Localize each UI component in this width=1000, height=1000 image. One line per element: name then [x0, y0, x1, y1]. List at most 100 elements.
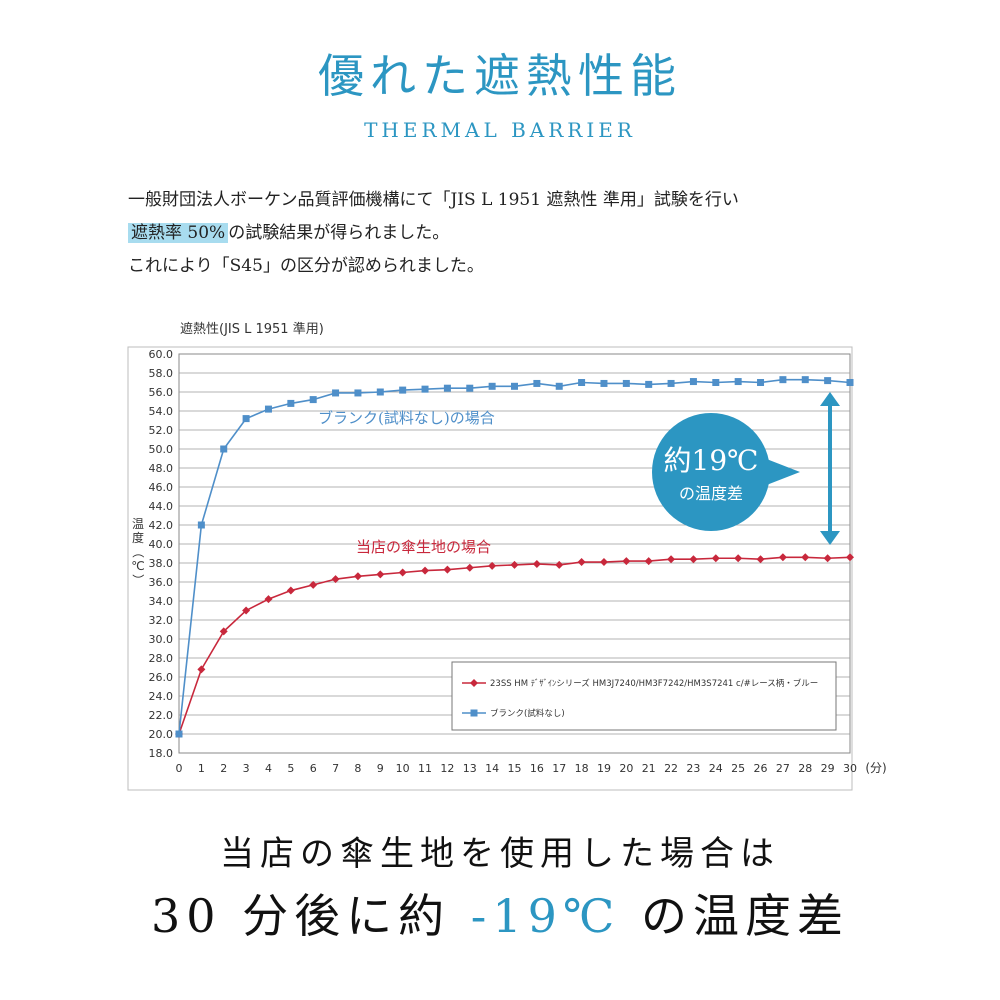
x-tick-label: 30 — [843, 762, 857, 775]
description-line-2-rest: の試験結果が得られました。 — [228, 223, 450, 243]
x-tick-label: 6 — [310, 762, 317, 775]
x-tick-label: 26 — [754, 762, 768, 775]
x-tick-label: 12 — [440, 762, 454, 775]
data-point — [399, 386, 407, 394]
y-tick-label: 22.0 — [149, 709, 174, 722]
difference-arrow-head-top — [820, 392, 840, 406]
annotation-blank: ブランク(試料なし)の場合 — [318, 409, 495, 427]
data-point — [823, 554, 832, 563]
page-subtitle: THERMAL BARRIER — [364, 118, 636, 142]
x-tick-label: 4 — [265, 762, 272, 775]
x-tick-label: 7 — [332, 762, 339, 775]
data-point — [286, 586, 295, 595]
chart-title: 遮熱性(JIS L 1951 準用) — [180, 322, 324, 337]
x-tick-label: 1 — [198, 762, 205, 775]
annotation-ours: 当店の傘生地の場合 — [356, 538, 491, 556]
data-point — [376, 570, 385, 579]
data-point — [264, 405, 272, 413]
data-point — [510, 560, 519, 569]
data-point — [197, 521, 205, 529]
page-title: 優れた遮熱性能 — [318, 49, 682, 103]
difference-arrow-head-bottom — [820, 531, 840, 545]
x-tick-label: 8 — [354, 762, 361, 775]
data-point — [846, 553, 854, 562]
x-unit-label: (分) — [865, 761, 886, 775]
y-tick-label: 56.0 — [149, 386, 174, 399]
data-point — [645, 380, 653, 388]
data-point — [287, 399, 295, 407]
data-point — [220, 445, 228, 453]
y-axis-label-char: ） — [131, 574, 145, 586]
x-tick-label: 19 — [597, 762, 611, 775]
legend-marker — [470, 679, 478, 687]
y-tick-label: 58.0 — [149, 367, 174, 380]
x-tick-label: 15 — [508, 762, 522, 775]
data-point — [466, 384, 474, 392]
data-point — [711, 554, 720, 563]
y-tick-label: 30.0 — [149, 633, 174, 646]
y-tick-label: 20.0 — [149, 728, 174, 741]
x-tick-label: 14 — [485, 762, 499, 775]
y-tick-label: 26.0 — [149, 671, 174, 684]
data-point — [309, 580, 318, 589]
data-point — [532, 559, 541, 568]
data-point — [242, 606, 251, 615]
conclusion-part-b: の温度差 — [620, 889, 849, 943]
y-tick-label: 42.0 — [149, 519, 174, 532]
x-tick-label: 9 — [377, 762, 384, 775]
data-point — [667, 555, 676, 564]
x-tick-label: 16 — [530, 762, 544, 775]
data-point — [599, 558, 608, 567]
y-tick-label: 38.0 — [149, 557, 174, 570]
data-point — [756, 555, 765, 564]
x-tick-label: 0 — [176, 762, 183, 775]
data-point — [846, 379, 854, 386]
conclusion-accent: -19℃ — [470, 889, 621, 943]
data-point — [555, 560, 564, 569]
data-point — [353, 572, 362, 581]
y-tick-label: 34.0 — [149, 595, 174, 608]
badge-circle — [652, 413, 770, 531]
data-point — [712, 379, 720, 386]
x-tick-label: 29 — [821, 762, 835, 775]
x-tick-label: 24 — [709, 762, 723, 775]
data-point — [421, 385, 429, 393]
y-axis-label-char: 度 — [132, 530, 144, 545]
x-tick-label: 25 — [731, 762, 745, 775]
data-point — [757, 379, 765, 386]
description-line-2: 遮熱率 50% の試験結果が得られました。 — [128, 217, 888, 250]
y-axis-label-char: 温 — [132, 517, 144, 531]
data-point — [332, 389, 340, 397]
chart-frame — [127, 346, 853, 791]
y-axis-label-char: ℃ — [131, 559, 144, 573]
data-point — [219, 627, 228, 636]
data-point — [511, 382, 518, 390]
y-tick-label: 28.0 — [149, 652, 174, 665]
data-point — [175, 730, 183, 738]
data-point — [778, 553, 787, 562]
data-point — [309, 396, 317, 404]
y-tick-label: 46.0 — [149, 481, 174, 494]
y-tick-label: 52.0 — [149, 424, 174, 437]
y-tick-label: 44.0 — [149, 500, 174, 513]
data-point — [667, 379, 675, 387]
y-tick-label: 18.0 — [149, 747, 174, 760]
data-point — [421, 566, 430, 575]
y-tick-label: 54.0 — [149, 405, 174, 418]
data-point — [734, 554, 743, 563]
y-tick-label: 36.0 — [149, 576, 174, 589]
legend-label: ブランク(試料なし) — [490, 708, 565, 719]
data-point — [443, 384, 451, 392]
data-point — [622, 557, 631, 566]
legend-label: 23SS HM ﾃﾞｻﾞｲﾝシリーズ HM3J7240/HM3F7242/HM3… — [490, 678, 818, 689]
data-point — [488, 561, 497, 570]
highlight-rate: 遮熱率 50% — [128, 223, 229, 243]
data-point — [734, 378, 742, 386]
x-tick-label: 2 — [220, 762, 227, 775]
data-point — [824, 377, 832, 385]
data-point — [801, 376, 809, 384]
y-axis-label-char: （ — [131, 546, 145, 558]
y-tick-label: 40.0 — [149, 538, 174, 551]
data-point — [376, 388, 384, 396]
